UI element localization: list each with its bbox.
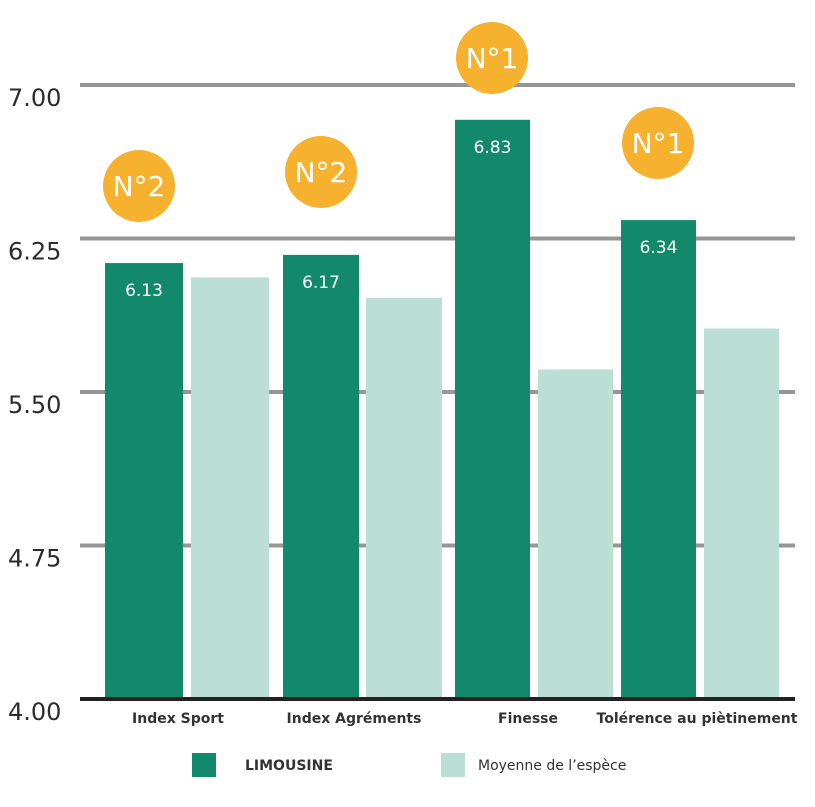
rank-badge bbox=[456, 22, 528, 94]
bar-moyenne bbox=[191, 277, 269, 699]
bar-value-label: 6.83 bbox=[474, 138, 512, 158]
rank-badge bbox=[622, 107, 694, 179]
rank-badges: N°2 N°2 N°1 N°1 bbox=[103, 22, 694, 222]
legend: LIMOUSINE Moyenne de l’espèce bbox=[192, 753, 626, 777]
bar-value-label: 6.13 bbox=[125, 281, 163, 301]
rank-badge-label: N°2 bbox=[113, 170, 166, 203]
legend-swatch-moyenne bbox=[441, 753, 465, 777]
y-tick-label: 7.00 bbox=[8, 84, 61, 112]
rank-badge bbox=[285, 136, 357, 208]
category-label: Tolérence au piètinement bbox=[597, 711, 798, 727]
y-axis: 4.00 4.75 5.50 6.25 7.00 bbox=[8, 84, 795, 726]
rank-badge-label: N°1 bbox=[632, 127, 685, 160]
rank-badge-label: N°1 bbox=[466, 42, 519, 75]
category-label: Index Agréments bbox=[287, 711, 422, 727]
bar-limousine bbox=[105, 263, 183, 699]
rank-badge-label: N°2 bbox=[295, 156, 348, 189]
bar-limousine bbox=[621, 220, 696, 699]
legend-label-limousine: LIMOUSINE bbox=[245, 758, 333, 774]
bar-value-label: 6.34 bbox=[640, 238, 678, 258]
rank-badge bbox=[103, 150, 175, 222]
bars: 6.13 6.17 6.83 6.34 bbox=[105, 119, 779, 699]
bar-moyenne bbox=[366, 297, 442, 699]
legend-label-moyenne: Moyenne de l’espèce bbox=[478, 758, 626, 774]
y-tick-label: 4.75 bbox=[8, 545, 61, 573]
bar-limousine bbox=[283, 254, 359, 699]
category-label: Finesse bbox=[498, 711, 558, 727]
bar-moyenne bbox=[538, 369, 613, 699]
y-tick-label: 5.50 bbox=[8, 391, 61, 419]
category-labels: Index Sport Index Agréments Finesse Toléren… bbox=[132, 711, 798, 727]
bar-limousine bbox=[455, 119, 530, 699]
y-tick-label: 4.00 bbox=[8, 698, 61, 726]
legend-swatch-limousine bbox=[192, 753, 216, 777]
category-label: Index Sport bbox=[132, 711, 224, 727]
bar-moyenne bbox=[704, 328, 779, 699]
bar-value-label: 6.17 bbox=[302, 273, 340, 293]
y-tick-label: 6.25 bbox=[8, 238, 61, 266]
